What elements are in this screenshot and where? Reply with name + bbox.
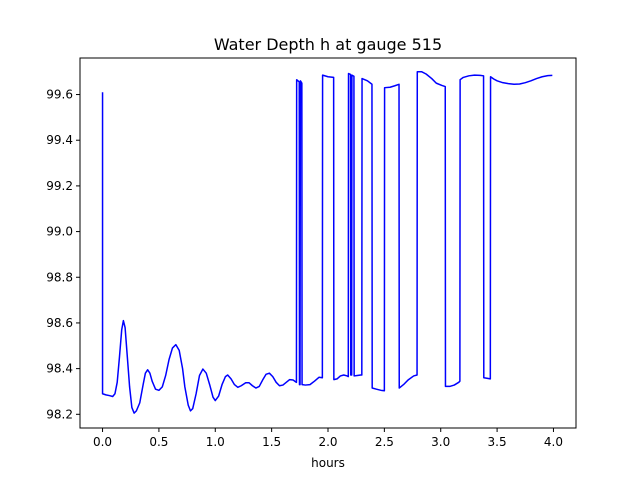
y-tick-label: 99.4 [46,133,73,147]
x-tick-label: 3.0 [431,435,450,449]
x-tick-label: 0.0 [93,435,112,449]
series-line-water-depth [101,70,553,414]
x-tick-label: 2.5 [375,435,394,449]
chart-title: Water Depth h at gauge 515 [214,35,442,54]
y-tick-label: 99.6 [46,88,73,102]
y-tick-label: 98.6 [46,316,73,330]
x-tick-label: 1.5 [262,435,281,449]
x-axis-label: hours [311,456,345,470]
y-tick-label: 99.0 [46,225,73,239]
y-tick-label: 98.4 [46,362,73,376]
series-layer [101,70,553,414]
x-tick-label: 2.0 [318,435,337,449]
y-axis-ticks: 98.2 98.4 98.6 98.8 99.0 99.2 99.4 99.6 [46,88,80,421]
x-axis-ticks: 0.0 0.5 1.0 1.5 2.0 2.5 3.0 3.5 4.0 [93,428,563,449]
y-tick-label: 98.2 [46,407,73,421]
x-tick-label: 3.5 [488,435,507,449]
y-tick-label: 99.2 [46,179,73,193]
y-tick-label: 98.8 [46,270,73,284]
x-tick-label: 4.0 [544,435,563,449]
plot-area-frame [79,57,577,429]
x-tick-label: 1.0 [206,435,225,449]
x-tick-label: 0.5 [149,435,168,449]
